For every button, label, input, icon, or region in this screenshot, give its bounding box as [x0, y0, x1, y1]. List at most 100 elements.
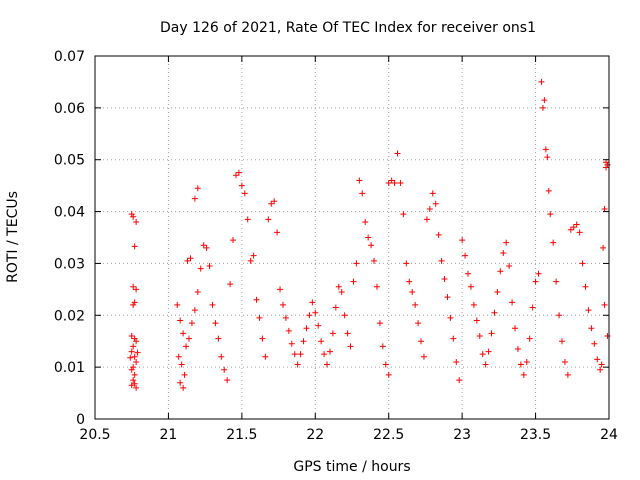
data-point — [277, 286, 284, 293]
data-point — [271, 198, 278, 205]
data-point — [597, 366, 604, 373]
data-point — [426, 205, 433, 212]
data-point — [541, 97, 548, 104]
data-point — [184, 257, 191, 264]
data-point — [303, 325, 310, 332]
data-point — [544, 154, 551, 161]
data-point — [547, 211, 554, 218]
data-point — [133, 286, 140, 293]
data-point — [450, 335, 457, 342]
y-tick-label: 0.07 — [54, 49, 85, 65]
data-point — [180, 330, 187, 337]
data-point — [291, 351, 298, 358]
data-point — [131, 380, 138, 387]
data-point — [128, 333, 135, 340]
data-point — [550, 239, 557, 246]
plot-frame — [94, 55, 610, 420]
data-point — [341, 312, 348, 319]
data-point — [517, 361, 524, 368]
data-point — [432, 200, 439, 207]
data-point — [368, 242, 375, 249]
data-point — [353, 260, 360, 267]
y-tick-label: 0.03 — [54, 256, 85, 272]
data-point — [215, 335, 222, 342]
data-point — [585, 307, 592, 314]
data-point — [482, 361, 489, 368]
data-point — [130, 283, 137, 290]
data-point — [376, 320, 383, 327]
data-point — [131, 299, 138, 306]
data-point — [509, 299, 516, 306]
data-point — [197, 265, 204, 272]
data-point — [600, 244, 607, 251]
data-point — [312, 309, 319, 316]
data-point — [174, 301, 181, 308]
data-point — [359, 190, 366, 197]
data-point — [423, 216, 430, 223]
data-point — [274, 229, 281, 236]
data-point — [391, 180, 398, 187]
data-point — [128, 348, 135, 355]
data-point — [526, 335, 533, 342]
data-point — [459, 237, 466, 244]
data-point — [604, 161, 611, 168]
data-point — [514, 345, 521, 352]
data-point — [221, 366, 228, 373]
x-tick-label: 22 — [306, 427, 324, 443]
y-tick-label: 0.01 — [54, 360, 85, 376]
data-point — [488, 330, 495, 337]
data-point — [491, 309, 498, 316]
data-point — [321, 351, 328, 358]
data-point — [403, 260, 410, 267]
data-point — [412, 301, 419, 308]
data-point — [288, 340, 295, 347]
data-point — [259, 335, 266, 342]
data-point — [535, 270, 542, 277]
data-point — [181, 371, 188, 378]
data-point — [588, 325, 595, 332]
data-point — [476, 333, 483, 340]
data-point — [128, 211, 135, 218]
data-point — [297, 351, 304, 358]
y-tick-label: 0.04 — [54, 205, 85, 221]
y-tick-label: 0 — [76, 412, 85, 428]
data-point — [194, 288, 201, 295]
data-point — [453, 358, 460, 365]
data-point — [473, 317, 480, 324]
data-point — [315, 322, 322, 329]
grid-lines — [95, 56, 609, 419]
data-point — [604, 333, 611, 340]
data-point — [465, 270, 472, 277]
x-tick-label: 23 — [453, 427, 471, 443]
data-points — [127, 78, 611, 391]
data-point — [598, 361, 605, 368]
data-point — [406, 278, 413, 285]
data-point — [356, 177, 363, 184]
x-tick-label: 20.5 — [79, 427, 110, 443]
data-point — [373, 283, 380, 290]
data-point — [218, 353, 225, 360]
data-point — [479, 351, 486, 358]
data-point — [130, 213, 137, 220]
x-axis-label: GPS time / hours — [293, 459, 410, 475]
data-point — [244, 216, 251, 223]
data-point — [542, 146, 549, 153]
data-point — [409, 288, 416, 295]
data-point — [470, 301, 477, 308]
data-point — [256, 314, 263, 321]
data-point — [194, 185, 201, 192]
data-point — [438, 257, 445, 264]
data-point — [441, 275, 448, 282]
data-point — [300, 338, 307, 345]
data-point — [553, 278, 560, 285]
data-point — [212, 320, 219, 327]
data-point — [183, 343, 190, 350]
data-point — [429, 190, 436, 197]
data-point — [576, 229, 583, 236]
data-point — [309, 299, 316, 306]
data-point — [329, 330, 336, 337]
y-tick-labels: 0 0.01 0.02 0.03 0.04 0.05 0.06 0.07 — [54, 49, 85, 428]
data-point — [500, 250, 507, 257]
data-point — [191, 195, 198, 202]
